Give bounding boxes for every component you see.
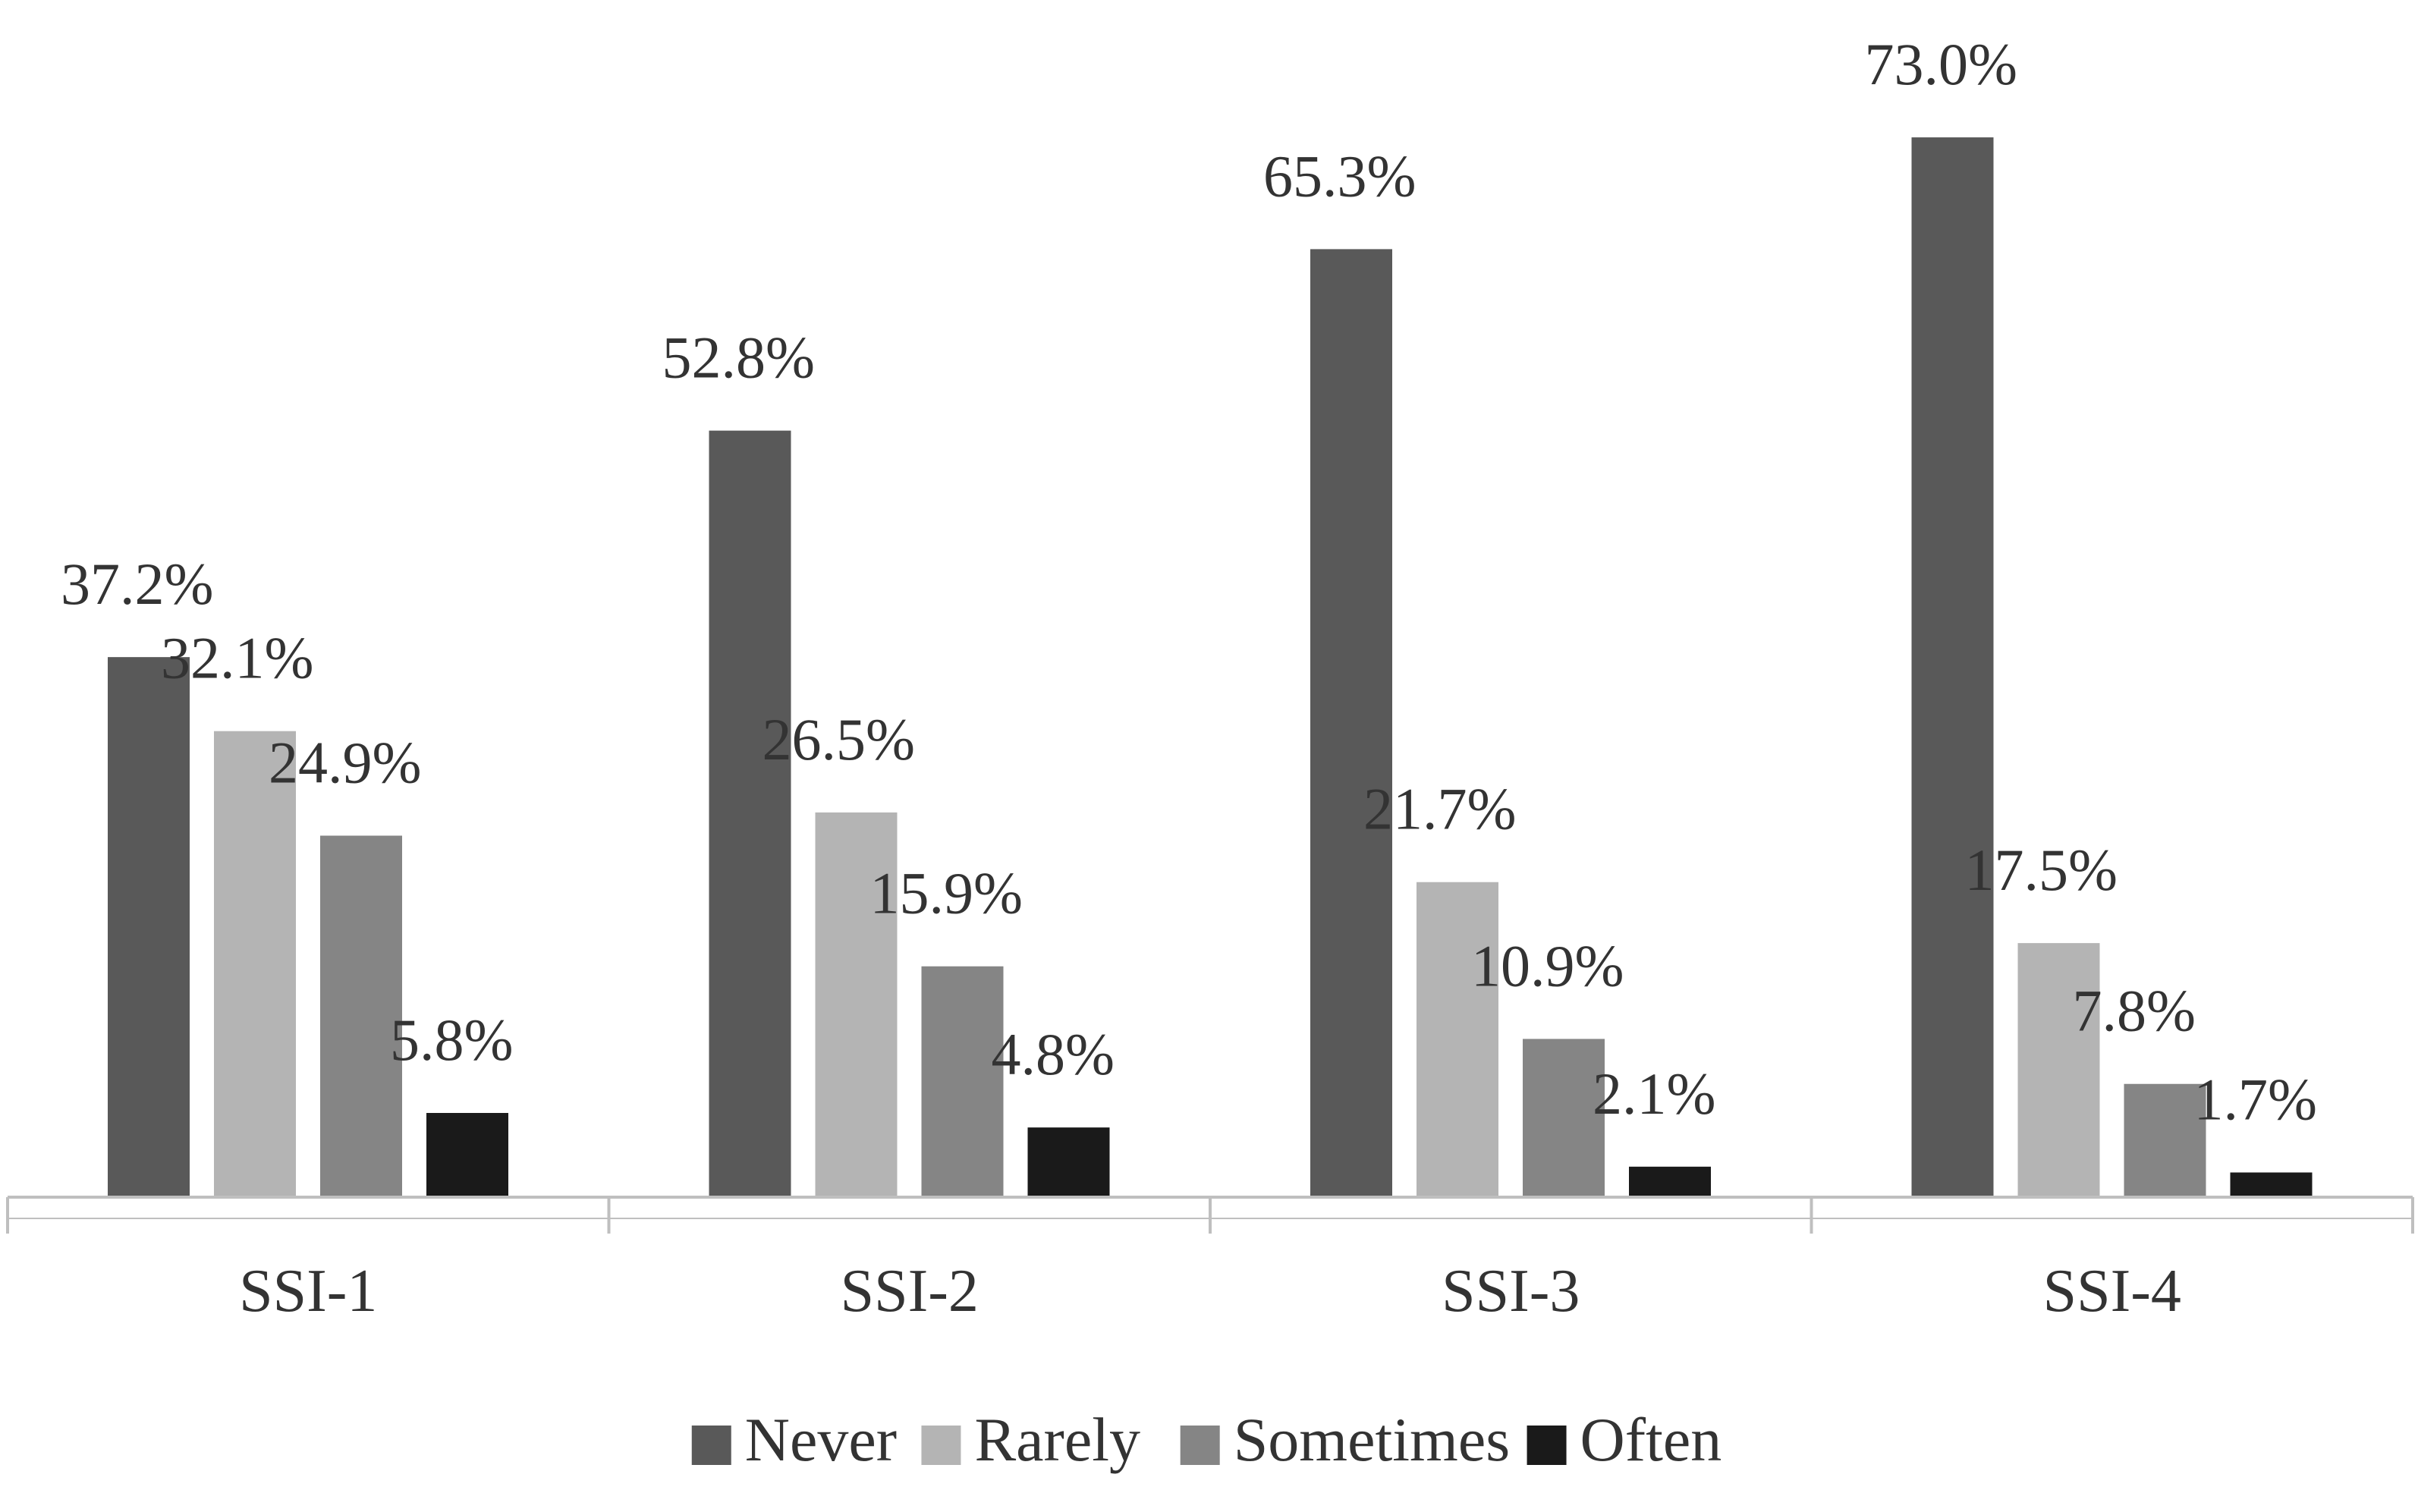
bar-often-ssi-2 xyxy=(1027,1127,1110,1197)
data-label-sometimes-ssi-2: 15.9% xyxy=(870,860,1023,926)
bar-sometimes-ssi-2 xyxy=(921,966,1004,1197)
data-label-rarely-ssi-4: 17.5% xyxy=(1965,837,2118,903)
data-label-often-ssi-4: 1.7% xyxy=(2194,1066,2317,1132)
data-label-sometimes-ssi-1: 24.9% xyxy=(269,730,421,796)
legend-swatch-sometimes xyxy=(1180,1426,1220,1465)
x-tick-label-ssi-3: SSI-3 xyxy=(1442,1258,1580,1325)
data-label-rarely-ssi-3: 21.7% xyxy=(1363,776,1516,842)
data-label-often-ssi-2: 4.8% xyxy=(992,1021,1115,1087)
bar-sometimes-ssi-3 xyxy=(1523,1039,1605,1197)
data-label-never-ssi-4: 73.0% xyxy=(1865,31,2017,97)
legend: Never Rarely Sometimes Often xyxy=(691,1405,1722,1474)
data-label-often-ssi-1: 5.8% xyxy=(390,1007,513,1073)
legend-label-rarely: Rarely xyxy=(974,1405,1140,1474)
bar-rarely-ssi-2 xyxy=(815,812,898,1197)
bar-often-ssi-3 xyxy=(1629,1166,1711,1197)
bar-rarely-ssi-1 xyxy=(214,731,296,1197)
legend-swatch-never xyxy=(691,1426,731,1465)
data-labels-layer: 37.2% 32.1% 24.9% 5.8% 52.8% 26.5% 15.9% 4.8% 65… xyxy=(61,31,2317,1132)
bar-rarely-ssi-3 xyxy=(1417,882,1498,1197)
bar-sometimes-ssi-4 xyxy=(2124,1083,2206,1197)
bar-never-ssi-2 xyxy=(709,430,791,1197)
bar-never-ssi-3 xyxy=(1310,249,1392,1197)
x-tick-label-ssi-1: SSI-1 xyxy=(239,1258,377,1325)
data-label-rarely-ssi-1: 32.1% xyxy=(161,625,313,691)
bar-sometimes-ssi-1 xyxy=(320,835,402,1197)
data-label-sometimes-ssi-3: 10.9% xyxy=(1471,932,1624,998)
bar-often-ssi-4 xyxy=(2230,1172,2313,1197)
legend-swatch-rarely xyxy=(921,1426,961,1465)
x-axis: SSI-1 SSI-2 SSI-3 SSI-4 xyxy=(6,1196,2414,1325)
data-label-rarely-ssi-2: 26.5% xyxy=(763,706,915,772)
data-label-never-ssi-1: 37.2% xyxy=(61,551,213,617)
x-tick-label-ssi-4: SSI-4 xyxy=(2043,1258,2181,1325)
legend-swatch-often xyxy=(1527,1426,1567,1465)
data-label-sometimes-ssi-4: 7.8% xyxy=(2073,978,2196,1044)
bars-layer xyxy=(108,137,2313,1198)
bar-never-ssi-1 xyxy=(108,657,190,1197)
bar-often-ssi-1 xyxy=(426,1113,508,1197)
bar-rarely-ssi-4 xyxy=(2017,943,2100,1197)
data-label-often-ssi-3: 2.1% xyxy=(1593,1061,1715,1127)
legend-label-sometimes: Sometimes xyxy=(1234,1405,1510,1474)
legend-label-often: Often xyxy=(1580,1405,1722,1474)
bar-never-ssi-4 xyxy=(1911,137,1994,1198)
x-tick-label-ssi-2: SSI-2 xyxy=(841,1258,979,1325)
data-label-never-ssi-3: 65.3% xyxy=(1263,143,1416,209)
data-label-never-ssi-2: 52.8% xyxy=(662,325,815,391)
legend-label-never: Never xyxy=(745,1405,897,1474)
